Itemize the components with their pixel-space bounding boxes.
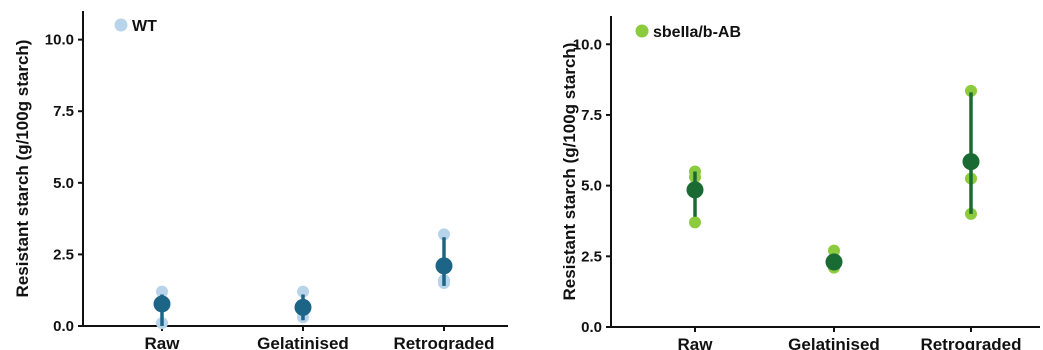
- mean-point: [153, 295, 171, 313]
- y-tick-label: 10.0: [45, 32, 74, 49]
- chart-panel-1: 0.0 2.5 5.0 7.5 10.0 Raw Gelatinised Retrograde…: [13, 11, 508, 350]
- legend-label: sbeIIa/b-AB: [653, 24, 741, 41]
- mean-point: [294, 298, 312, 316]
- y-tick-label: 10.0: [573, 36, 602, 53]
- y-tick-label: 2.5: [581, 248, 602, 265]
- y-tick-label: 0.0: [53, 318, 74, 335]
- mean-point: [686, 181, 704, 199]
- mean-point: [435, 257, 453, 275]
- x-tick-label: Gelatinised: [257, 334, 349, 350]
- replicate-point: [965, 84, 977, 97]
- legend-label: WT: [132, 18, 157, 35]
- mean-point: [825, 253, 843, 271]
- mean-point: [962, 153, 980, 171]
- y-tick-label: 5.0: [53, 175, 74, 192]
- y-tick-label: 2.5: [53, 246, 74, 263]
- replicate-point: [297, 285, 309, 298]
- replicate-point: [438, 228, 450, 241]
- y-tick-label: 0.0: [581, 319, 602, 336]
- replicate-point: [828, 244, 840, 257]
- legend-marker: [114, 18, 128, 32]
- x-tick-label: Raw: [678, 335, 714, 350]
- y-axis-title: Resistant starch (g/100g starch): [560, 43, 579, 301]
- x-tick-label: Raw: [145, 334, 181, 350]
- y-axis-title: Resistant starch (g/100g starch): [13, 40, 32, 298]
- y-tick-label: 7.5: [53, 103, 74, 120]
- x-tick-label: Retrograded: [393, 334, 494, 350]
- chart-panel-2: 0.0 2.5 5.0 7.5 10.0 Raw Gelatinised Retrograde…: [560, 16, 1040, 350]
- legend-marker: [635, 24, 649, 38]
- y-tick-label: 7.5: [581, 107, 602, 124]
- x-tick-label: Retrograded: [920, 335, 1021, 350]
- y-tick-label: 5.0: [581, 178, 602, 195]
- replicate-point: [689, 216, 701, 229]
- x-tick-label: Gelatinised: [788, 335, 880, 350]
- replicate-point: [156, 285, 168, 298]
